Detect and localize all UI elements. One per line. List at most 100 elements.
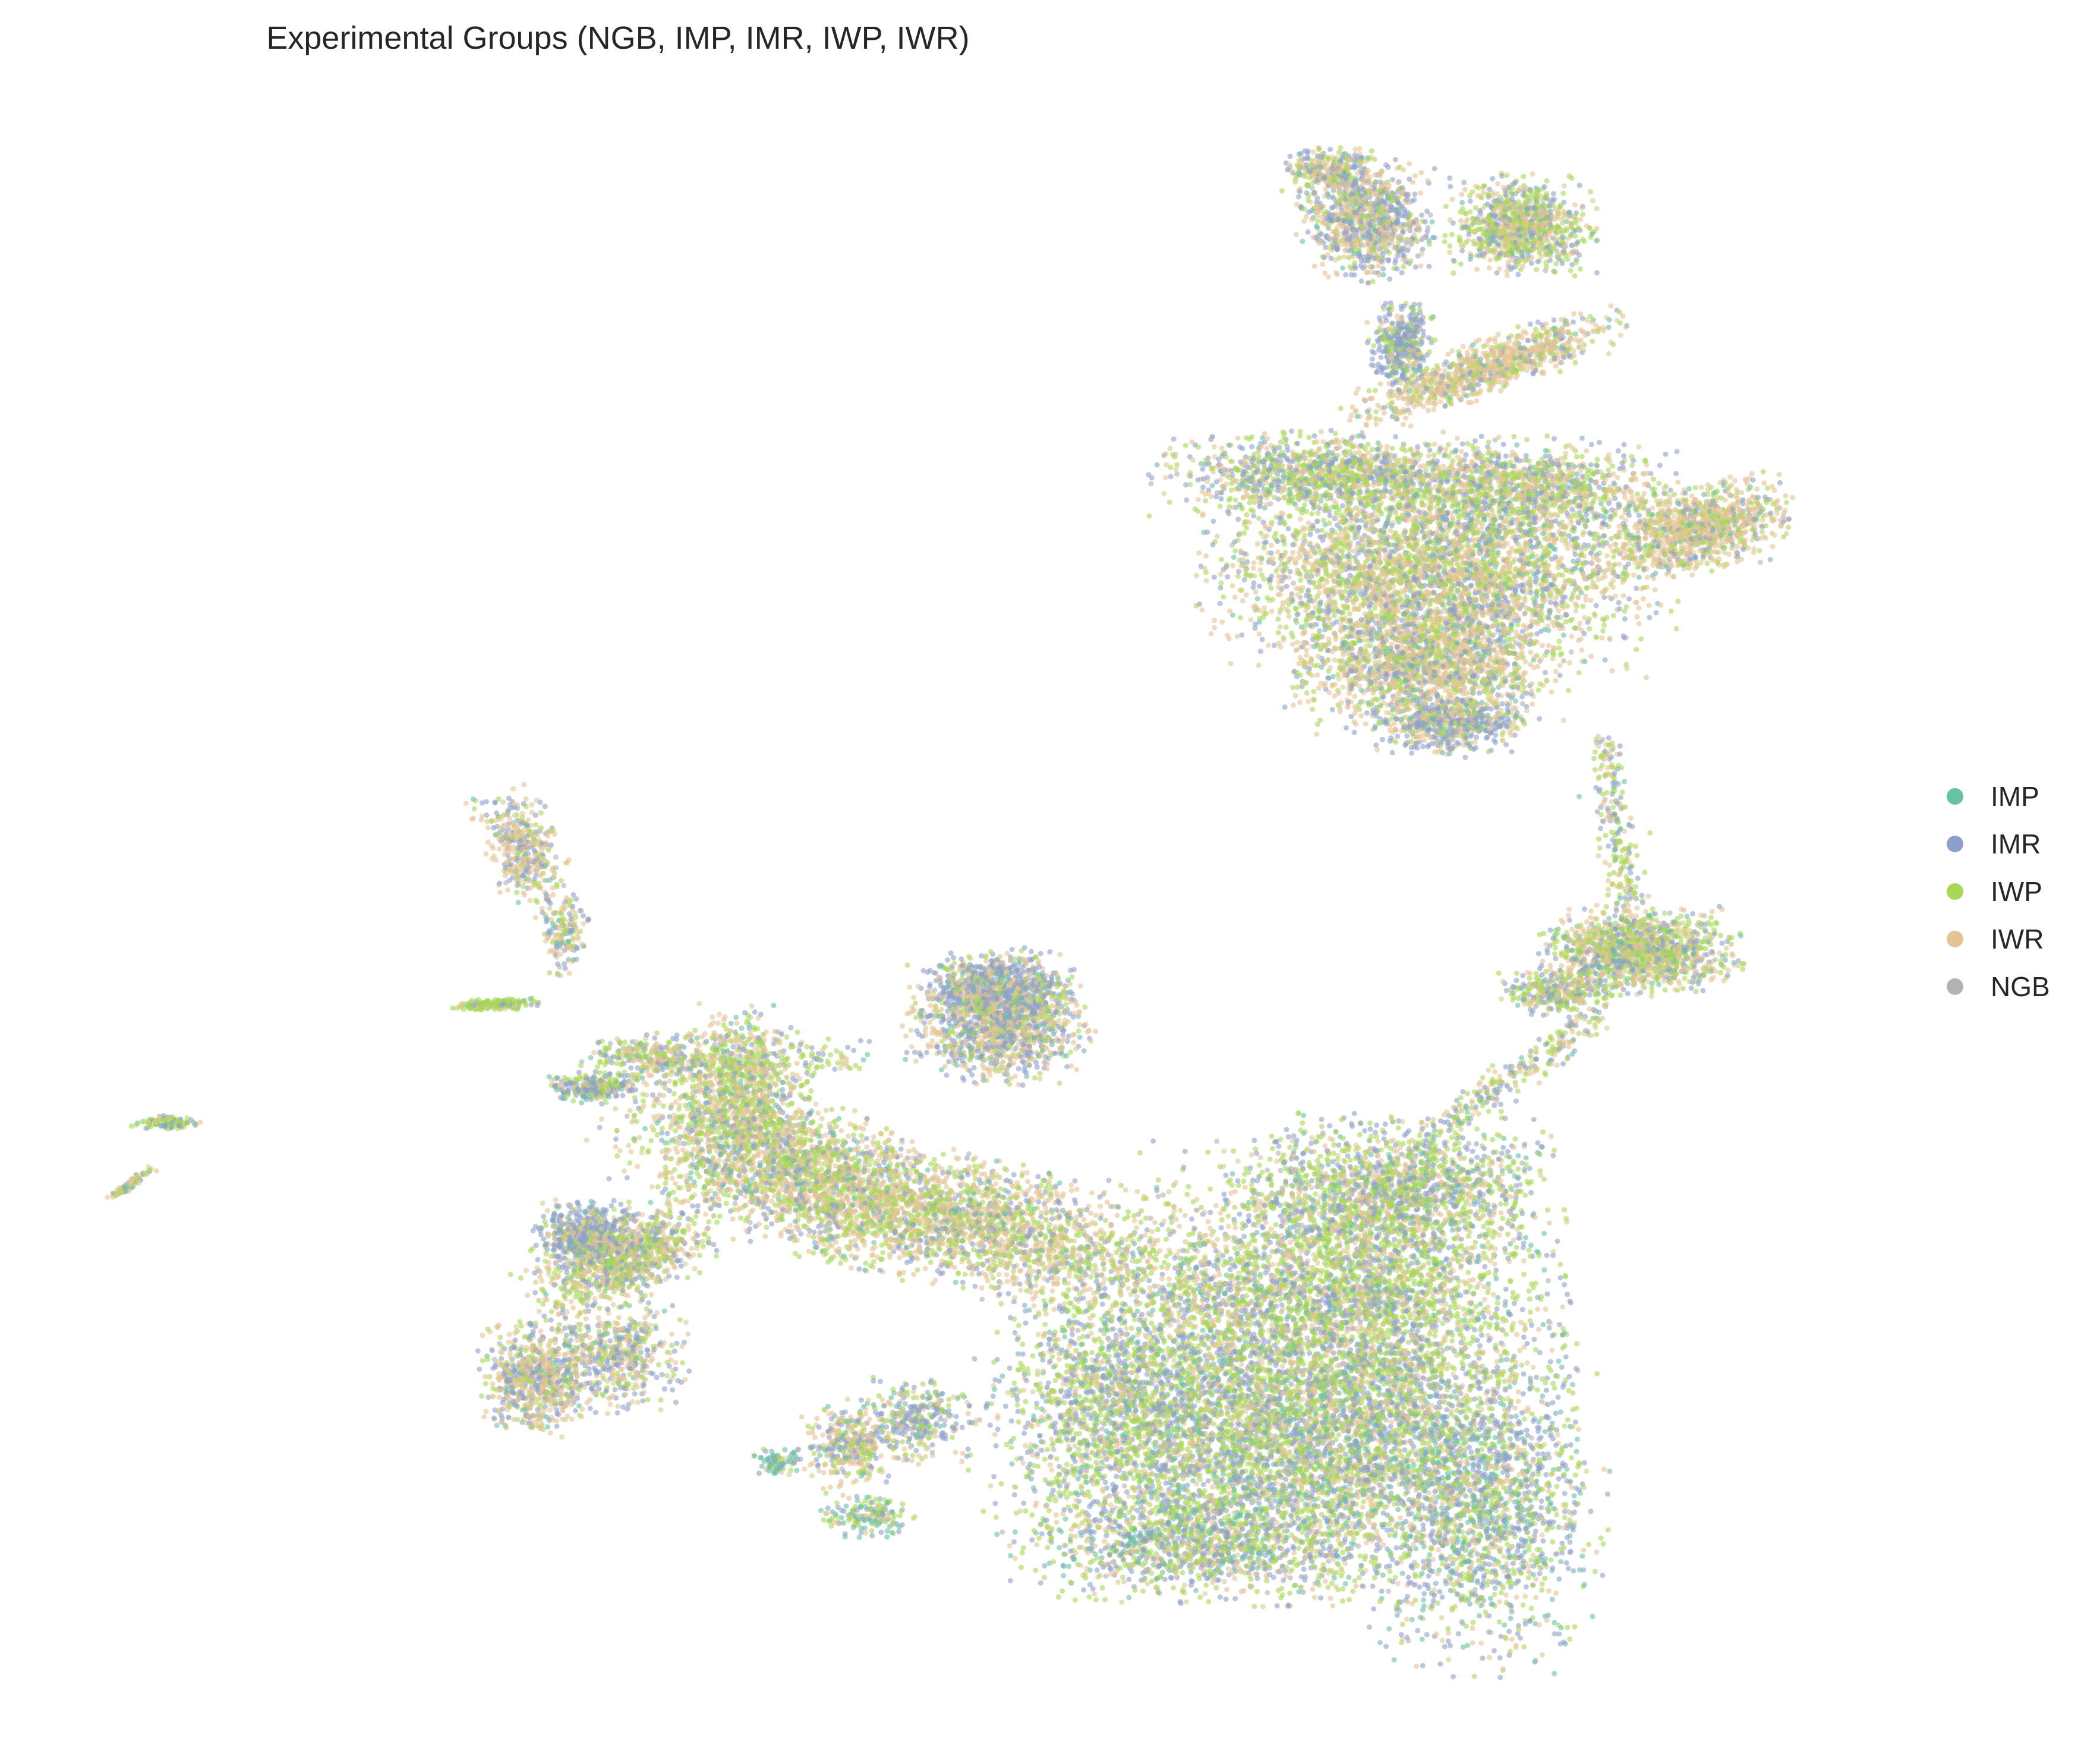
scatter-point-iwp [1505, 1542, 1510, 1547]
scatter-point-imr [554, 1407, 560, 1413]
scatter-point-ngb [900, 1507, 905, 1513]
scatter-point-iwr [1424, 1123, 1429, 1128]
scatter-point-imr [1021, 1431, 1027, 1436]
scatter-point-imr [1149, 475, 1155, 480]
scatter-point-iwp [1167, 499, 1172, 505]
scatter-point-iwp [1472, 1674, 1477, 1679]
scatter-point-iwp [1593, 1569, 1598, 1574]
scatter-point-iwr [1582, 615, 1587, 620]
scatter-point-imr [484, 812, 490, 818]
scatter-point-imp [1540, 1393, 1545, 1398]
scatter-point-imr [1020, 1352, 1026, 1357]
scatter-point-iwp [1100, 1585, 1105, 1590]
scatter-point-imr [1383, 1644, 1389, 1649]
scatter-point-iwp [1267, 1469, 1273, 1474]
scatter-point-iwr [1594, 903, 1600, 908]
chart-title: Experimental Groups (NGB, IMP, IMR, IWP,… [266, 20, 969, 56]
scatter-point-imp [771, 1003, 777, 1008]
scatter-point-iwp [677, 1174, 682, 1179]
scatter-point-iwp [1367, 1120, 1373, 1126]
scatter-point-iwr [1549, 1347, 1554, 1353]
scatter-point-iwr [1219, 446, 1225, 451]
scatter-point-imp [729, 1020, 734, 1026]
scatter-point-iwp [1595, 457, 1600, 462]
scatter-point-imp [871, 1240, 876, 1245]
scatter-point-iwp [1219, 1217, 1225, 1223]
scatter-point-iwp [1373, 416, 1379, 421]
scatter-point-iwr [743, 1193, 748, 1199]
scatter-point-imr [1103, 1480, 1108, 1485]
scatter-point-iwr [1018, 1287, 1023, 1293]
scatter-point-iwp [1642, 870, 1647, 875]
scatter-point-imp [839, 1515, 844, 1520]
scatter-point-iwp [869, 1528, 874, 1533]
scatter-point-iwp [1118, 1183, 1124, 1188]
scatter-point-iwp [1496, 971, 1502, 976]
scatter-point-iwp [655, 1184, 661, 1189]
scatter-point-iwp [1465, 1270, 1471, 1275]
scatter-point-iwr [1447, 250, 1452, 255]
scatter-point-iwp [1498, 1201, 1503, 1207]
scatter-point-iwp [1784, 500, 1789, 505]
scatter-point-iwp [1184, 1248, 1190, 1253]
scatter-point-imr [1232, 1596, 1238, 1601]
scatter-point-iwp [648, 1138, 654, 1143]
scatter-point-iwp [1140, 1589, 1146, 1594]
scatter-point-iwr [673, 1360, 678, 1365]
scatter-point-iwp [680, 1360, 685, 1366]
scatter-point-iwp [880, 1250, 885, 1255]
scatter-point-iwp [1574, 1341, 1579, 1346]
scatter-point-iwr [1418, 263, 1423, 269]
scatter-point-iwr [1235, 634, 1240, 640]
scatter-point-imr [1029, 1537, 1035, 1542]
scatter-point-imp [1016, 1352, 1021, 1357]
scatter-point-imr [477, 1366, 482, 1372]
scatter-point-imp [1550, 1597, 1555, 1602]
scatter-point-imr [913, 1448, 919, 1453]
scatter-point-imr [995, 1426, 1001, 1432]
scatter-point-imr [1228, 1267, 1233, 1272]
scatter-point-iwp [1238, 588, 1243, 593]
scatter-point-iwp [1396, 1125, 1401, 1130]
scatter-point-iwp [595, 1064, 600, 1070]
scatter-point-imr [1579, 436, 1585, 441]
scatter-point-imr [1235, 516, 1241, 522]
scatter-point-iwp [1357, 1575, 1362, 1580]
scatter-point-imr [1296, 194, 1301, 200]
scatter-point-iwp [1347, 611, 1352, 616]
scatter-point-imr [1506, 1629, 1512, 1634]
scatter-point-iwp [1760, 529, 1765, 534]
scatter-point-iwr [626, 1143, 631, 1148]
scatter-point-ngb [561, 883, 566, 888]
scatter-point-iwp [1560, 191, 1566, 196]
scatter-point-imr [606, 1176, 611, 1182]
scatter-point-iwr [793, 1225, 799, 1230]
scatter-point-iwr [1699, 484, 1704, 490]
scatter-point-iwr [1328, 1596, 1333, 1601]
scatter-point-iwr [1724, 946, 1729, 951]
scatter-point-imp [759, 1464, 765, 1469]
scatter-point-iwp [1554, 1512, 1559, 1517]
scatter-point-imr [1057, 1464, 1062, 1469]
scatter-point-iwr [1437, 399, 1443, 404]
scatter-point-imr [1399, 270, 1405, 275]
scatter-point-imr [632, 1391, 638, 1397]
scatter-point-iwr [859, 1138, 865, 1144]
scatter-point-iwp [1540, 1129, 1546, 1135]
scatter-point-iwp [927, 1435, 932, 1440]
scatter-point-iwp [1458, 262, 1464, 267]
scatter-point-iwp [1296, 1545, 1301, 1551]
scatter-point-imr [946, 1059, 951, 1064]
scatter-point-iwp [1572, 1624, 1578, 1630]
scatter-point-iwr [867, 1417, 872, 1422]
scatter-point-imr [1171, 436, 1177, 442]
scatter-point-iwr [612, 1320, 617, 1325]
scatter-point-imr [607, 1338, 613, 1344]
scatter-point-imr [1524, 1584, 1529, 1589]
scatter-point-iwp [533, 822, 538, 827]
scatter-point-iwp [1718, 970, 1723, 975]
scatter-point-iwr [1609, 799, 1615, 804]
scatter-point-imp [925, 1167, 931, 1173]
scatter-point-imp [1410, 1617, 1415, 1623]
scatter-point-iwp [1593, 749, 1598, 755]
